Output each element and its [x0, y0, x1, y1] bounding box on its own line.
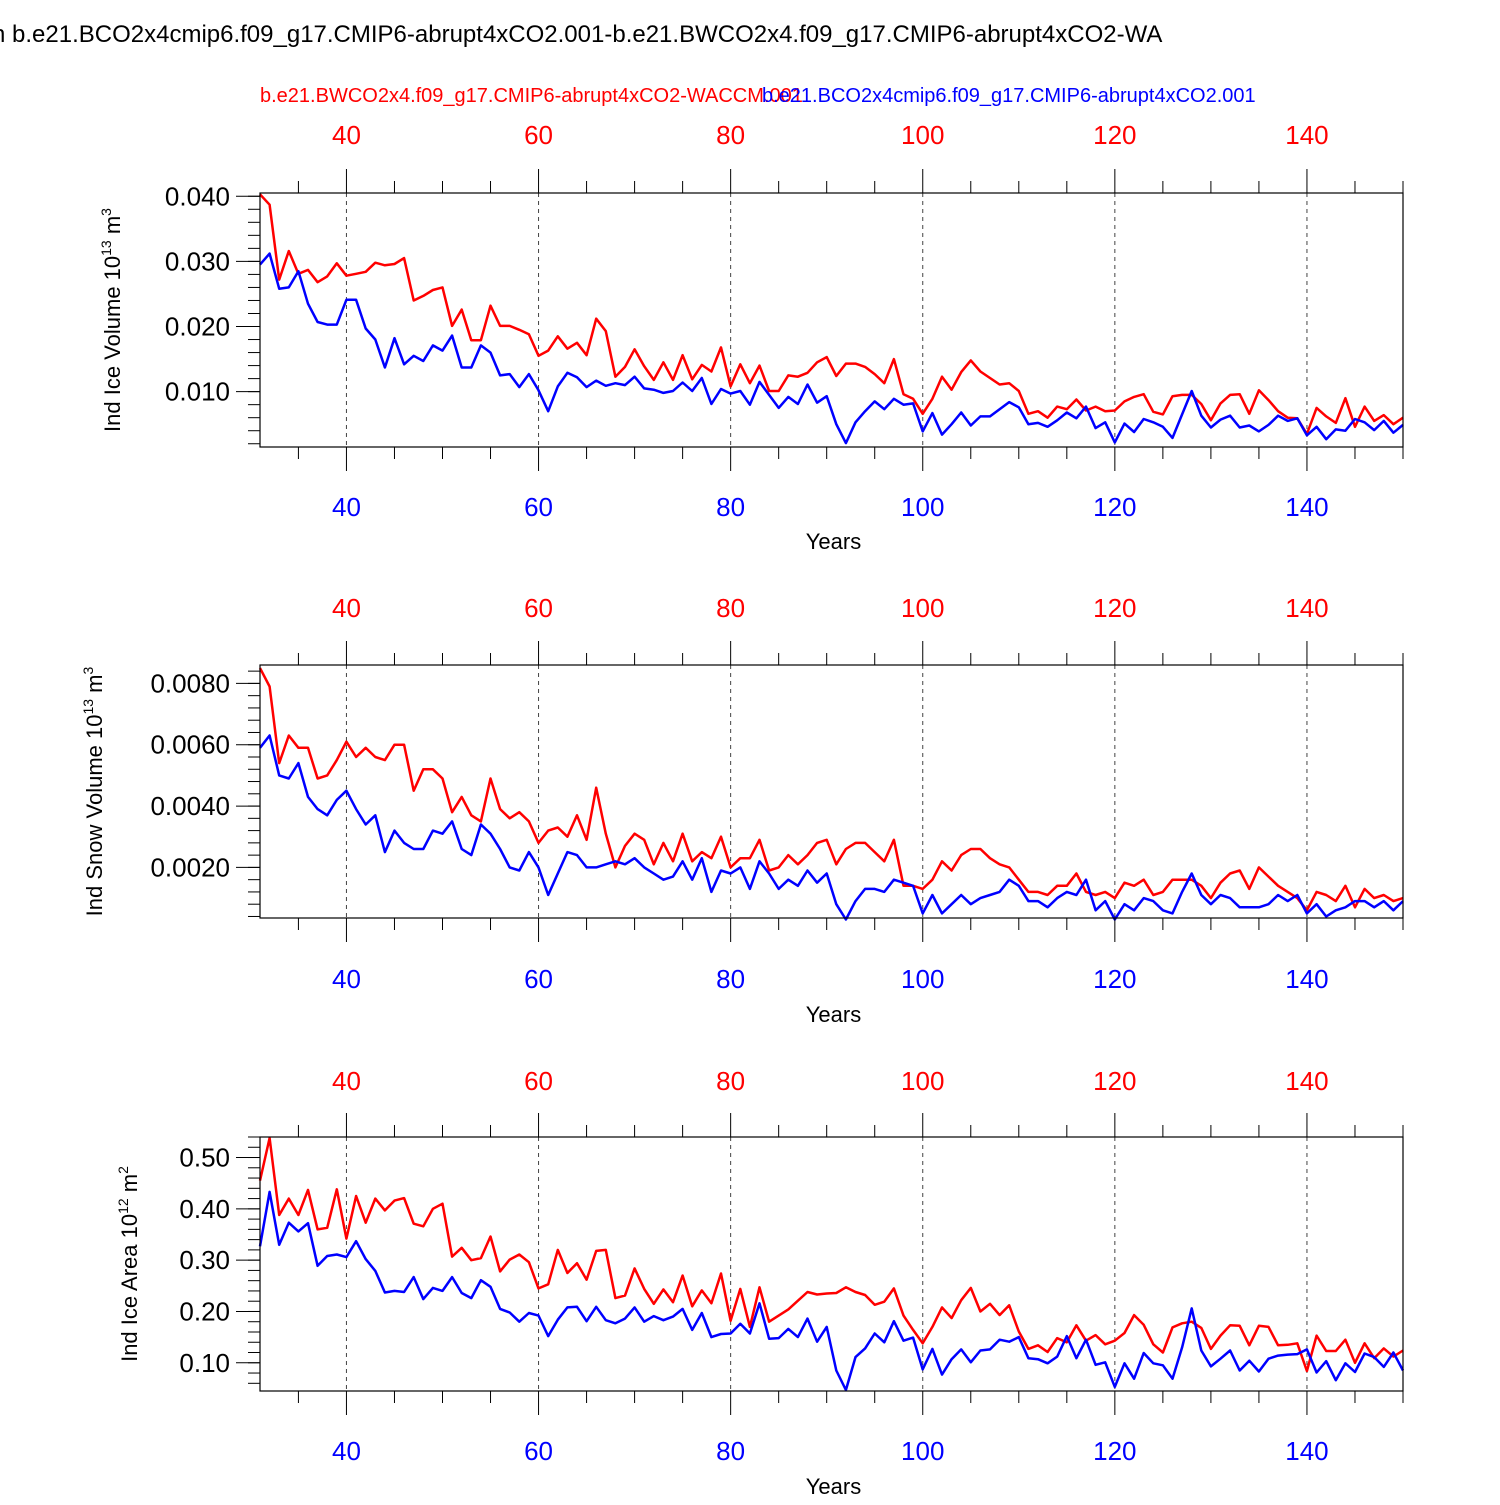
series-line-blue	[259, 252, 1404, 445]
y-tick-label: 0.50	[179, 1143, 230, 1173]
y-tick-label: 0.010	[165, 377, 230, 407]
x-tick-label-top: 80	[716, 120, 745, 150]
y-axis-label-unit: m	[117, 1174, 142, 1198]
y-tick-label: 0.030	[165, 246, 230, 276]
x-tick-label-bottom: 100	[901, 492, 944, 522]
y-axis-label-exponent: 13	[80, 699, 96, 715]
x-tick-label-bottom: 120	[1093, 492, 1136, 522]
x-tick-label-top: 140	[1285, 120, 1328, 150]
x-tick-label-top: 40	[332, 1066, 361, 1096]
x-axis-label: Years	[806, 1002, 861, 1027]
y-axis-label: Ind Ice Area 1012 m2	[115, 1166, 142, 1362]
y-tick-label: 0.040	[165, 181, 230, 211]
y-tick-label: 0.30	[179, 1245, 230, 1275]
y-axis-label: Ind Ice Volume 1013 m3	[98, 208, 125, 432]
y-axis-label: Ind Snow Volume 1013 m3	[80, 666, 107, 916]
x-tick-label-top: 100	[901, 120, 944, 150]
x-tick-label-top: 80	[716, 593, 745, 623]
x-tick-label-top: 80	[716, 1066, 745, 1096]
series-line-blue	[259, 734, 1404, 921]
series-line-red	[259, 193, 1404, 436]
x-tick-label-top: 60	[524, 593, 553, 623]
x-tick-label-top: 100	[901, 1066, 944, 1096]
y-axis-label-unit-exponent: 3	[98, 208, 114, 216]
x-axis-label: Years	[806, 1474, 861, 1499]
y-axis-label-unit: m	[100, 216, 125, 240]
y-tick-label: 0.0040	[150, 791, 230, 821]
y-tick-label: 0.0060	[150, 730, 230, 760]
x-tick-label-bottom: 80	[716, 492, 745, 522]
y-tick-label: 0.0080	[150, 668, 230, 698]
x-tick-label-bottom: 140	[1285, 1436, 1328, 1466]
y-axis-label-unit-exponent: 3	[80, 666, 96, 674]
x-tick-label-bottom: 80	[716, 964, 745, 994]
series-line-red	[258, 667, 1404, 912]
x-tick-label-bottom: 100	[901, 1436, 944, 1466]
y-axis-label-unit: m	[82, 674, 107, 698]
x-tick-label-bottom: 60	[524, 492, 553, 522]
y-axis-label-text: Ind Ice Volume 10	[100, 256, 125, 432]
x-tick-label-bottom: 100	[901, 964, 944, 994]
y-axis-label-text: Ind Ice Area 10	[117, 1214, 142, 1362]
x-tick-label-bottom: 140	[1285, 492, 1328, 522]
series-line-red	[258, 1136, 1404, 1373]
y-axis-label-exponent: 12	[115, 1198, 131, 1214]
x-tick-label-top: 140	[1285, 1066, 1328, 1096]
panels: 40 40 60 60 80 80 100 100 120 120 140 140 Years 0.010…	[80, 120, 1405, 1499]
x-tick-label-top: 100	[901, 593, 944, 623]
plot-frame	[259, 1136, 1404, 1392]
x-tick-label-bottom: 40	[332, 1436, 361, 1466]
x-tick-label-top: 40	[332, 593, 361, 623]
x-tick-label-bottom: 60	[524, 964, 553, 994]
y-axis-label-unit-exponent: 2	[115, 1166, 131, 1174]
x-tick-label-bottom: 120	[1093, 964, 1136, 994]
panel-3: 40 40 60 60 80 80 100 100 120 120 140 140 Years 0.10 0…	[115, 1066, 1405, 1499]
figure-title: n b.e21.BCO2x4cmip6.f09_g17.CMIP6-abrupt…	[0, 21, 1162, 48]
x-tick-label-top: 60	[524, 1066, 553, 1096]
y-tick-label: 0.0020	[150, 852, 230, 882]
y-tick-label: 0.40	[179, 1194, 230, 1224]
x-tick-label-top: 40	[332, 120, 361, 150]
x-tick-label-bottom: 140	[1285, 964, 1328, 994]
series-line-blue	[258, 1190, 1405, 1392]
x-tick-label-bottom: 60	[524, 1436, 553, 1466]
y-axis-label-exponent: 13	[98, 240, 114, 256]
plot-frame	[259, 664, 1404, 919]
y-axis-label-text: Ind Snow Volume 10	[82, 715, 107, 917]
x-tick-label-top: 120	[1093, 1066, 1136, 1096]
plot-frame	[259, 192, 1404, 448]
x-tick-label-top: 120	[1093, 593, 1136, 623]
y-tick-label: 0.10	[179, 1348, 230, 1378]
x-tick-label-bottom: 120	[1093, 1436, 1136, 1466]
x-tick-label-bottom: 40	[332, 964, 361, 994]
y-tick-label: 0.20	[179, 1296, 230, 1326]
legend-label-blue: b.e21.BCO2x4cmip6.f09_g17.CMIP6-abrupt4x…	[762, 85, 1256, 107]
x-tick-label-bottom: 80	[716, 1436, 745, 1466]
legend-label-red: b.e21.BWCO2x4.f09_g17.CMIP6-abrupt4xCO2-…	[260, 85, 803, 107]
y-tick-label: 0.020	[165, 312, 230, 342]
x-axis-label: Years	[806, 529, 861, 554]
panel-1: 40 40 60 60 80 80 100 100 120 120 140 140 Years 0.010…	[98, 120, 1404, 554]
x-tick-label-top: 120	[1093, 120, 1136, 150]
x-tick-label-top: 140	[1285, 593, 1328, 623]
panel-2: 40 40 60 60 80 80 100 100 120 120 140 140 Years 0.002…	[80, 593, 1404, 1027]
x-tick-label-top: 60	[524, 120, 553, 150]
x-tick-label-bottom: 40	[332, 492, 361, 522]
